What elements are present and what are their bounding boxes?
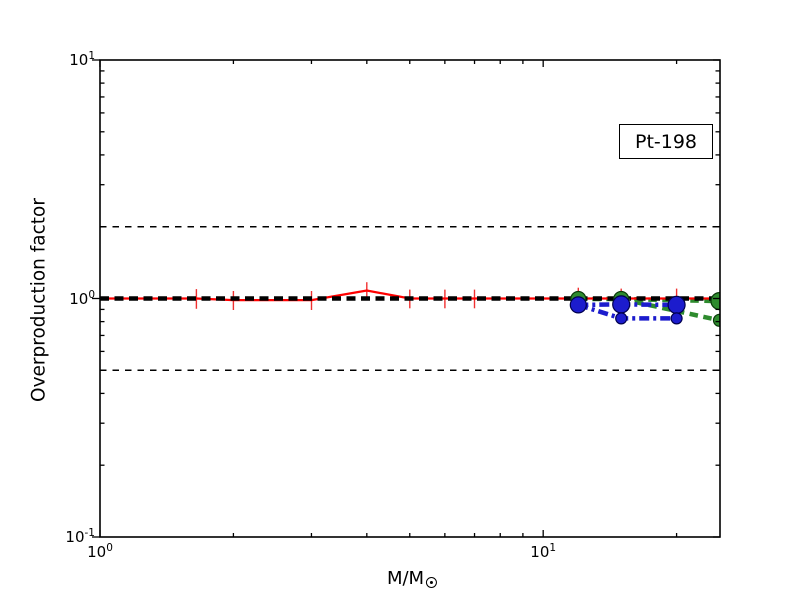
y-tick-label: 10-1 bbox=[65, 527, 95, 547]
isotope-label: Pt-198 bbox=[634, 130, 698, 153]
blue-lower-models-marker bbox=[615, 312, 628, 325]
x-axis-label: M/M bbox=[386, 568, 438, 589]
y-tick-label: 100 bbox=[69, 288, 95, 308]
isotope-label-box: Pt-198 bbox=[619, 124, 713, 159]
y-axis-label: Overproduction factor bbox=[28, 198, 50, 402]
blue-upper-models-marker bbox=[569, 296, 587, 314]
y-tick-label: 101 bbox=[69, 50, 95, 70]
blue-lower-models-marker bbox=[670, 312, 683, 325]
sun-symbol-icon bbox=[426, 577, 438, 588]
x-tick-label: 101 bbox=[530, 542, 557, 561]
x-tick-label: 100 bbox=[87, 542, 113, 561]
x-axis-label-text: M/M bbox=[386, 568, 425, 589]
